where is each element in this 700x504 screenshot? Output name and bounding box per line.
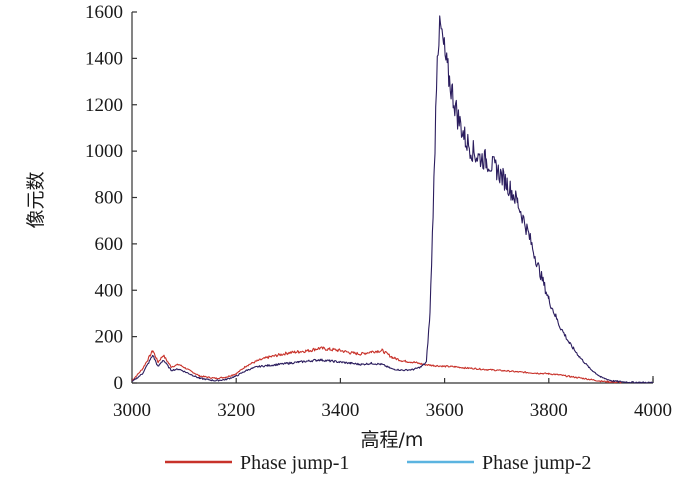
series-line-2 (131, 15, 654, 384)
x-tick-label-1: 3200 (217, 400, 255, 421)
y-tick-label-1: 200 (95, 327, 124, 348)
legend-label-2: Phase jump-2 (482, 452, 591, 474)
x-tick-label-0: 3000 (113, 400, 151, 421)
legend-item-1: Phase jump-1 (165, 452, 349, 474)
x-tick-label-5: 4000 (634, 400, 672, 421)
y-tick-label-2: 400 (95, 280, 124, 301)
y-tick-label-3: 600 (95, 234, 124, 255)
x-tick-label-2: 3400 (321, 400, 359, 421)
legend: Phase jump-1 Phase jump-2 (165, 452, 591, 474)
y-tick-label-7: 1400 (85, 48, 123, 69)
y-tick-label-4: 800 (95, 188, 124, 209)
plot-area: 0 200 400 600 800 1000 1200 1400 1600 3000 3200 34… (85, 2, 672, 421)
y-tick-label-5: 1000 (85, 141, 123, 162)
x-axis-title: 高程/m (361, 429, 424, 451)
y-tick-label-0: 0 (114, 373, 124, 394)
y-ticks: 0 200 400 600 800 1000 1200 1400 1600 (85, 2, 137, 394)
y-tick-label-6: 1200 (85, 95, 123, 116)
legend-item-2: Phase jump-2 (407, 452, 591, 474)
series-layer (131, 15, 654, 384)
x-ticks: 3000 3200 3400 3600 3800 4000 (113, 378, 672, 421)
legend-label-1: Phase jump-1 (240, 452, 349, 474)
y-tick-label-8: 1600 (85, 2, 123, 23)
x-tick-label-4: 3800 (530, 400, 568, 421)
series-line-0 (131, 346, 623, 384)
y-axis-title: 像元数 (25, 171, 47, 228)
x-tick-label-3: 3600 (426, 400, 464, 421)
